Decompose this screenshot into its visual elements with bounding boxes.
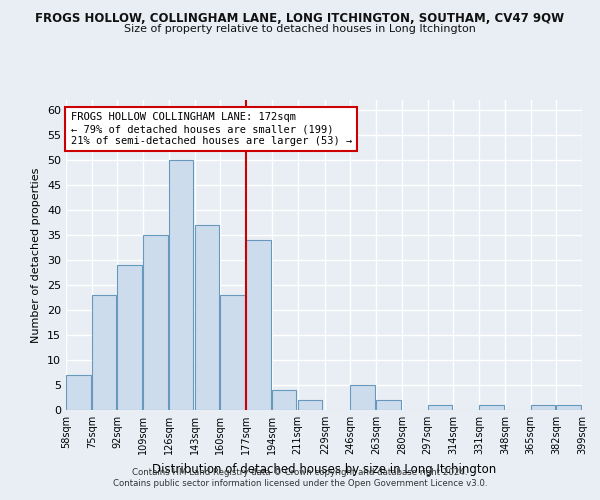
Bar bbox=[118, 265, 142, 410]
Bar bbox=[220, 295, 245, 410]
Bar bbox=[194, 225, 219, 410]
Text: FROGS HOLLOW COLLINGHAM LANE: 172sqm
← 79% of detached houses are smaller (199)
: FROGS HOLLOW COLLINGHAM LANE: 172sqm ← 7… bbox=[71, 112, 352, 146]
Bar bbox=[350, 385, 375, 410]
Bar bbox=[530, 405, 555, 410]
X-axis label: Distribution of detached houses by size in Long Itchington: Distribution of detached houses by size … bbox=[152, 462, 496, 475]
Bar bbox=[143, 235, 167, 410]
Text: Size of property relative to detached houses in Long Itchington: Size of property relative to detached ho… bbox=[124, 24, 476, 34]
Bar bbox=[479, 405, 503, 410]
Bar bbox=[272, 390, 296, 410]
Bar bbox=[298, 400, 322, 410]
Bar bbox=[169, 160, 193, 410]
Text: Contains HM Land Registry data © Crown copyright and database right 2024.
Contai: Contains HM Land Registry data © Crown c… bbox=[113, 468, 487, 487]
Bar bbox=[428, 405, 452, 410]
Text: FROGS HOLLOW, COLLINGHAM LANE, LONG ITCHINGTON, SOUTHAM, CV47 9QW: FROGS HOLLOW, COLLINGHAM LANE, LONG ITCH… bbox=[35, 12, 565, 26]
Y-axis label: Number of detached properties: Number of detached properties bbox=[31, 168, 41, 342]
Bar bbox=[246, 240, 271, 410]
Bar bbox=[66, 375, 91, 410]
Bar bbox=[92, 295, 116, 410]
Bar bbox=[376, 400, 401, 410]
Bar bbox=[556, 405, 581, 410]
